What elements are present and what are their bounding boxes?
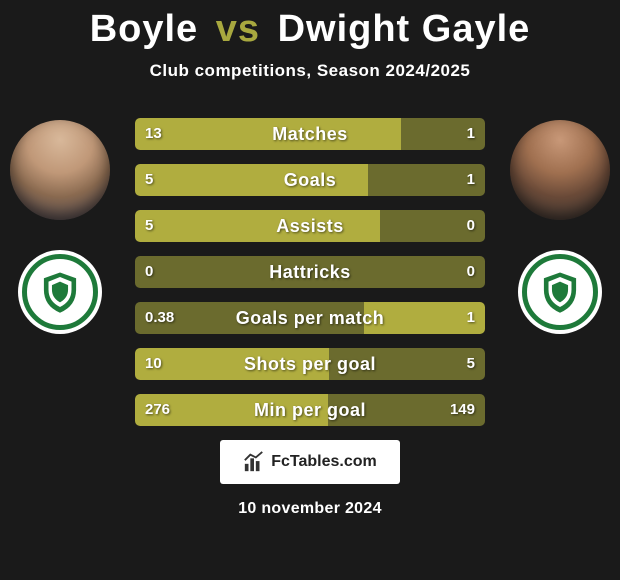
shield-icon <box>37 269 83 315</box>
stat-value-right: 1 <box>457 164 485 196</box>
stat-label: Goals per match <box>135 308 485 329</box>
player1-column <box>0 120 120 334</box>
stat-value-right: 0 <box>457 210 485 242</box>
player2-column <box>500 120 620 334</box>
player2-avatar <box>510 120 610 220</box>
player2-club-badge <box>518 250 602 334</box>
stat-label: Min per goal <box>135 400 485 421</box>
stat-row: 276Min per goal149 <box>135 394 485 426</box>
chart-icon <box>243 451 265 473</box>
vs-separator: vs <box>210 8 266 50</box>
stat-value-right: 1 <box>457 118 485 150</box>
stats-container: 13Matches15Goals15Assists00Hattricks00.3… <box>135 118 485 426</box>
stat-row: 5Assists0 <box>135 210 485 242</box>
stat-value-right: 1 <box>457 302 485 334</box>
stat-row: 10Shots per goal5 <box>135 348 485 380</box>
stat-value-right: 5 <box>457 348 485 380</box>
stat-value-right: 149 <box>440 394 485 426</box>
snapshot-date: 10 november 2024 <box>0 500 620 518</box>
stat-value-right: 0 <box>457 256 485 288</box>
player2-name: Dwight Gayle <box>278 8 531 50</box>
stat-label: Shots per goal <box>135 354 485 375</box>
stat-row: 0.38Goals per match1 <box>135 302 485 334</box>
stat-row: 13Matches1 <box>135 118 485 150</box>
player1-club-badge <box>18 250 102 334</box>
player1-avatar <box>10 120 110 220</box>
site-name: FcTables.com <box>271 453 377 471</box>
site-logo: FcTables.com <box>220 440 400 484</box>
stat-row: 5Goals1 <box>135 164 485 196</box>
stat-label: Matches <box>135 124 485 145</box>
stat-label: Assists <box>135 216 485 237</box>
comparison-title: Boyle vs Dwight Gayle <box>0 0 620 51</box>
stat-row: 0Hattricks0 <box>135 256 485 288</box>
stat-label: Hattricks <box>135 262 485 283</box>
shield-icon <box>537 269 583 315</box>
subtitle: Club competitions, Season 2024/2025 <box>0 61 620 81</box>
player1-name: Boyle <box>90 8 198 50</box>
stat-label: Goals <box>135 170 485 191</box>
